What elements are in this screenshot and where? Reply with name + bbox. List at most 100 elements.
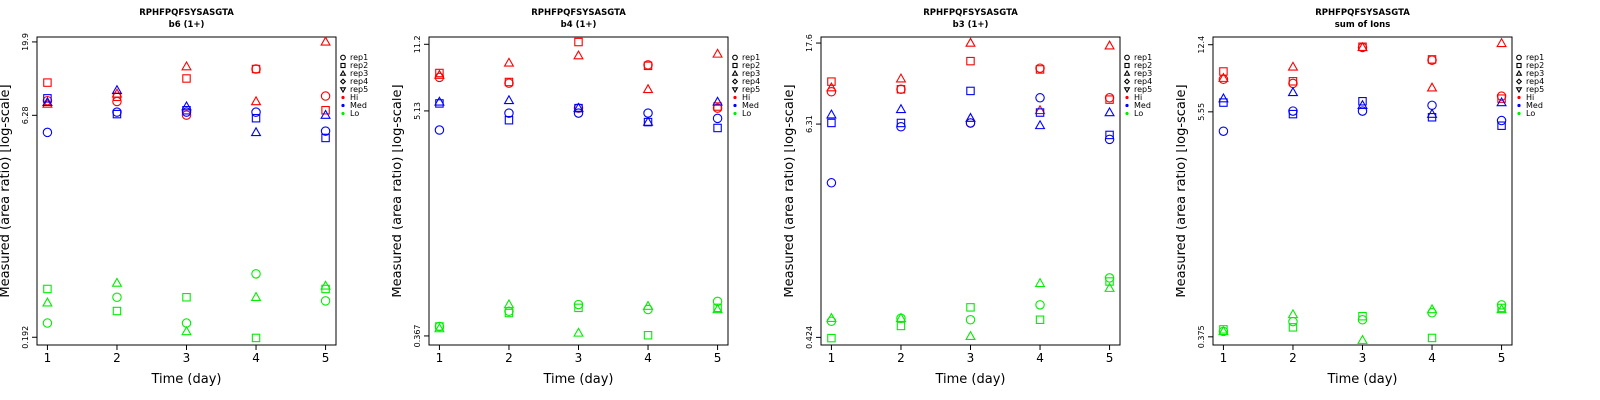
x-tick-label: 1 <box>436 351 444 365</box>
data-point-lo-square <box>112 306 122 316</box>
data-point-med-triangle-up <box>111 84 123 95</box>
data-point-lo-square <box>1035 315 1045 324</box>
data-point-med-square <box>1497 121 1506 130</box>
data-point-hi-triangle-up <box>250 95 262 106</box>
data-point-hi-circle <box>320 91 331 101</box>
x-tick-label: 5 <box>1498 351 1506 365</box>
y-tick-label: 0.367 <box>413 324 422 347</box>
legend-label: Med <box>350 101 367 110</box>
legend-label: Hi <box>1134 93 1142 102</box>
legend-marker-rep3 <box>1123 69 1131 76</box>
legend-marker-lo <box>733 111 737 116</box>
data-point-hi-square <box>43 78 52 87</box>
x-tick-label: 3 <box>1359 351 1367 365</box>
data-point-med-triangle-up <box>503 94 515 105</box>
data-point-med-triangle-up <box>1104 106 1115 117</box>
legend-label: Lo <box>1526 109 1535 118</box>
legend-label: Lo <box>1134 109 1143 118</box>
data-point-med-triangle-up <box>826 109 837 119</box>
data-point-hi-triangle-up <box>42 98 53 108</box>
legend-marker-med <box>341 103 345 108</box>
data-point-lo-square <box>504 308 514 318</box>
data-point-hi-square <box>827 77 836 86</box>
data-point-hi-circle <box>434 72 445 83</box>
data-point-med-triangle-up <box>1496 96 1507 107</box>
data-point-hi-circle <box>1288 78 1298 89</box>
data-point-hi-triangle-up <box>434 69 445 79</box>
data-point-lo-square <box>1288 323 1298 332</box>
data-point-lo-triangle-up <box>712 303 723 314</box>
data-point-lo-triangle-up <box>1218 325 1229 336</box>
data-point-med-square <box>321 133 330 143</box>
legend-marker-rep5 <box>1123 87 1131 94</box>
plot-frame <box>1212 36 1513 346</box>
y-tick-label: 12.4 <box>1197 36 1206 54</box>
data-point-med-square <box>966 86 975 96</box>
y-tick-label: 11.2 <box>413 35 422 53</box>
legend-label: rep2 <box>350 61 368 70</box>
x-tick-label: 1 <box>1220 351 1228 365</box>
legend-label: rep1 <box>1526 53 1544 62</box>
data-point-med-circle <box>1357 106 1368 116</box>
data-point-lo-triangle-up <box>250 291 262 301</box>
data-point-med-circle <box>112 107 122 117</box>
y-tick-label: 6.31 <box>805 115 814 133</box>
data-point-hi-square <box>713 102 722 111</box>
data-point-med-square <box>504 115 514 125</box>
data-point-med-circle <box>434 125 445 135</box>
x-axis-label: Time (day) <box>150 372 221 387</box>
data-point-med-triangle-up <box>434 96 445 106</box>
x-tick-label: 5 <box>322 351 330 365</box>
data-point-med-circle <box>320 126 331 136</box>
data-point-med-square <box>251 113 261 123</box>
data-point-hi-triangle-up <box>1287 61 1299 71</box>
legend-label: Med <box>742 101 759 110</box>
data-point-lo-circle <box>320 296 331 306</box>
data-point-hi-square <box>1427 55 1437 64</box>
data-point-hi-triangle-up <box>1496 37 1507 48</box>
data-point-med-square <box>827 118 836 128</box>
legend-marker-hi <box>1125 95 1129 100</box>
legend-marker-rep1 <box>340 54 346 61</box>
legend-label: rep1 <box>350 53 368 62</box>
legend-marker-rep1 <box>1124 54 1130 61</box>
data-point-lo-triangle-up <box>1426 303 1438 314</box>
x-tick-label: 1 <box>828 351 836 365</box>
data-point-lo-triangle-up <box>503 298 515 309</box>
data-point-lo-square <box>1358 311 1367 321</box>
data-point-med-circle <box>1035 93 1045 103</box>
legend-label: rep4 <box>1526 77 1544 86</box>
plot-frame <box>820 36 1121 346</box>
data-point-hi-triangle-up <box>503 57 515 67</box>
data-point-lo-triangle-up <box>642 300 654 310</box>
legend-marker-rep4 <box>1123 78 1131 85</box>
data-point-lo-square <box>1427 333 1437 343</box>
data-point-med-triangle-up <box>642 116 654 126</box>
legend-label: rep1 <box>1134 53 1152 62</box>
legend-label: Lo <box>742 109 751 118</box>
plot-frame <box>36 36 337 346</box>
data-point-med-triangle-up <box>320 109 331 119</box>
legend-marker-med <box>733 103 737 108</box>
data-point-med-triangle-up <box>1218 92 1229 103</box>
data-point-med-circle <box>573 108 584 118</box>
data-point-med-circle <box>1104 134 1115 145</box>
data-point-hi-triangle-up <box>965 37 976 47</box>
data-point-med-circle <box>643 108 653 118</box>
data-point-hi-triangle-up <box>320 36 331 46</box>
data-point-lo-circle <box>1035 300 1045 310</box>
legend-marker-rep2 <box>1124 62 1130 69</box>
legend-label: rep5 <box>350 85 368 94</box>
data-point-lo-triangle-up <box>42 297 53 307</box>
chart-subtitle: b6 (1+) <box>169 20 205 30</box>
legend-label: rep3 <box>350 69 368 78</box>
legend-marker-rep5 <box>1515 87 1523 94</box>
data-point-med-circle <box>251 107 261 117</box>
data-point-lo-square <box>182 293 191 302</box>
data-point-hi-square <box>966 56 975 66</box>
data-point-hi-square <box>1035 65 1045 74</box>
data-point-med-circle <box>826 178 837 188</box>
data-point-hi-square <box>896 85 906 94</box>
